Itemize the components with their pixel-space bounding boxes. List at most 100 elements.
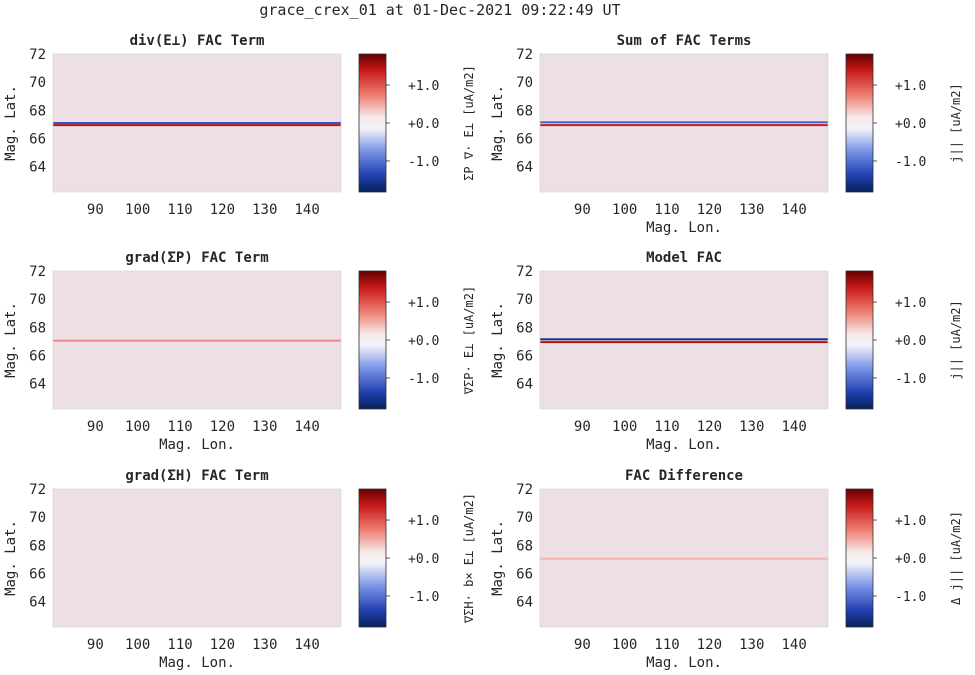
y-tick-label: 70 bbox=[29, 75, 46, 91]
x-tick-label: 90 bbox=[87, 419, 104, 435]
colorbar-tick-label: -1.0 bbox=[895, 590, 926, 605]
y-tick-label: 70 bbox=[516, 510, 533, 526]
y-axis-label: Mag. Lat. bbox=[3, 520, 19, 596]
colorbar-tick-label: +0.0 bbox=[895, 552, 926, 567]
x-tick-label: 90 bbox=[87, 637, 104, 653]
colorbar-tick-label: +0.0 bbox=[895, 117, 926, 132]
plot-frame bbox=[539, 488, 829, 628]
x-axis-label: Mag. Lon. bbox=[159, 655, 235, 671]
x-tick-label: 110 bbox=[654, 419, 679, 435]
colorbar bbox=[845, 270, 874, 410]
x-axis-label: Mag. Lon. bbox=[646, 655, 722, 671]
fac-band-2 bbox=[53, 124, 341, 127]
y-tick-label: 70 bbox=[29, 292, 46, 308]
panel-title: Model FAC bbox=[646, 250, 722, 266]
colorbar-tick-label: -1.0 bbox=[408, 372, 439, 387]
y-tick-label: 68 bbox=[516, 538, 533, 554]
x-tick-label: 110 bbox=[167, 202, 192, 218]
x-tick-label: 140 bbox=[781, 637, 806, 653]
x-tick-label: 120 bbox=[697, 202, 722, 218]
y-tick-label: 72 bbox=[516, 482, 533, 498]
plot-area bbox=[53, 489, 341, 627]
x-axis-label: Mag. Lon. bbox=[646, 220, 722, 236]
colorbar-label: ∇ΣH· b× E⊥ [uA/m2] bbox=[462, 493, 476, 624]
plot-frame bbox=[539, 270, 829, 410]
x-tick-label: 140 bbox=[781, 202, 806, 218]
colorbar-tick-label: -1.0 bbox=[408, 155, 439, 170]
colorbar-tick-label: -1.0 bbox=[408, 590, 439, 605]
x-tick-label: 140 bbox=[294, 419, 319, 435]
fac-band-1 bbox=[53, 339, 341, 342]
y-tick-label: 72 bbox=[29, 264, 46, 280]
y-tick-label: 66 bbox=[516, 348, 533, 364]
fac-band-2 bbox=[540, 124, 828, 127]
colorbar-tick-label: +0.0 bbox=[408, 117, 439, 132]
x-tick-label: 130 bbox=[252, 637, 277, 653]
colorbar-tick-label: +1.0 bbox=[895, 79, 926, 94]
y-tick-label: 64 bbox=[29, 160, 46, 176]
y-tick-label: 64 bbox=[516, 160, 533, 176]
x-tick-label: 130 bbox=[252, 419, 277, 435]
x-tick-label: 120 bbox=[697, 637, 722, 653]
colorbar bbox=[845, 53, 874, 193]
y-tick-label: 68 bbox=[29, 103, 46, 119]
y-tick-label: 64 bbox=[516, 595, 533, 611]
x-tick-label: 90 bbox=[574, 419, 591, 435]
y-tick-label: 68 bbox=[516, 103, 533, 119]
plot-frame bbox=[52, 488, 342, 628]
x-tick-label: 140 bbox=[781, 419, 806, 435]
plot-frame bbox=[52, 270, 342, 410]
x-tick-label: 110 bbox=[654, 202, 679, 218]
colorbar bbox=[845, 488, 874, 628]
colorbar-tick-label: +0.0 bbox=[895, 334, 926, 349]
panel-title: grad(ΣH) FAC Term bbox=[125, 468, 268, 484]
y-tick-label: 72 bbox=[516, 47, 533, 63]
x-tick-label: 120 bbox=[210, 419, 235, 435]
y-tick-label: 64 bbox=[516, 377, 533, 393]
y-tick-label: 66 bbox=[516, 131, 533, 147]
x-tick-label: 110 bbox=[167, 419, 192, 435]
colorbar bbox=[358, 53, 387, 193]
colorbar-label: ΣP ∇· E⊥ [uA/m2] bbox=[462, 65, 476, 181]
x-tick-label: 100 bbox=[612, 637, 637, 653]
panel-title: div(E⊥) FAC Term bbox=[130, 33, 265, 49]
y-axis-label: Mag. Lat. bbox=[490, 520, 506, 596]
x-tick-label: 130 bbox=[739, 419, 764, 435]
x-tick-label: 100 bbox=[612, 202, 637, 218]
y-axis-label: Mag. Lat. bbox=[490, 85, 506, 161]
colorbar-tick-label: +0.0 bbox=[408, 552, 439, 567]
x-tick-label: 120 bbox=[697, 419, 722, 435]
x-tick-label: 110 bbox=[167, 637, 192, 653]
heatmap-panel-6: FAC Difference 64 66 68 70 72 90 100 110 120 130 14… bbox=[490, 468, 963, 671]
colorbar-label: j|| [uA/m2] bbox=[949, 83, 963, 162]
panel-title: grad(ΣP) FAC Term bbox=[125, 250, 268, 266]
x-tick-label: 130 bbox=[739, 637, 764, 653]
fac-band-1 bbox=[540, 121, 828, 124]
panel-grid: div(E⊥) FAC Term 64 66 68 70 72 90 100 110 120 130… bbox=[3, 33, 963, 671]
x-tick-label: 100 bbox=[612, 419, 637, 435]
x-tick-label: 90 bbox=[574, 637, 591, 653]
y-tick-label: 70 bbox=[516, 292, 533, 308]
plot-frame bbox=[539, 53, 829, 193]
fac-band-2 bbox=[540, 341, 828, 344]
y-tick-label: 72 bbox=[29, 482, 46, 498]
y-tick-label: 70 bbox=[516, 75, 533, 91]
y-tick-label: 68 bbox=[516, 320, 533, 336]
x-tick-label: 100 bbox=[125, 419, 150, 435]
x-tick-label: 120 bbox=[210, 202, 235, 218]
y-tick-label: 64 bbox=[29, 595, 46, 611]
x-tick-label: 110 bbox=[654, 637, 679, 653]
y-tick-label: 70 bbox=[29, 510, 46, 526]
x-tick-label: 90 bbox=[574, 202, 591, 218]
heatmap-panel-3: grad(ΣP) FAC Term 64 66 68 70 72 90 100 110 120 13… bbox=[3, 250, 476, 453]
fac-band-1 bbox=[540, 557, 828, 560]
y-tick-label: 66 bbox=[29, 566, 46, 582]
y-axis-label: Mag. Lat. bbox=[3, 85, 19, 161]
colorbar-tick-label: -1.0 bbox=[895, 372, 926, 387]
panel-title: FAC Difference bbox=[625, 468, 743, 484]
fac-band-1 bbox=[53, 122, 341, 124]
y-tick-label: 72 bbox=[29, 47, 46, 63]
y-tick-label: 68 bbox=[29, 320, 46, 336]
colorbar-tick-label: +1.0 bbox=[408, 514, 439, 529]
